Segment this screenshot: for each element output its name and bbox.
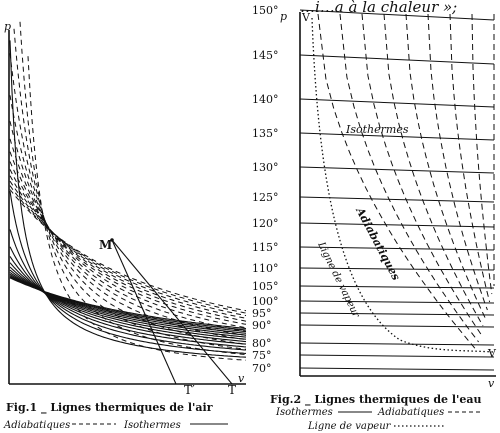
fig2-temperature-label: 75° [252,349,272,362]
fig2-isotherm-line [299,196,495,203]
fig2-isotherm-line [299,222,495,228]
fig1-legend-isothermes: Isothermes [123,420,181,431]
fig1-adiabat-curve [9,151,247,329]
fig2-isotherm-line [299,300,495,304]
fig2-temperature-label: 70° [252,362,272,375]
fig2-legend-adiabatiques: Adiabatiques [377,407,444,418]
fig2-adiabat-curve [317,13,477,351]
fig2-temperature-scale: 150° 145° 140° 135° 130° 125° 120° 115° 110° 105°… [252,4,279,375]
fig2-temperature-label: 125° [252,191,279,204]
fig1-label-t-prime: T′ [184,383,195,397]
fig1-isotherm-curve [9,246,247,348]
fig1-adiabat-curve [13,28,247,350]
fig2-isotherm-line [299,367,495,371]
fig1-isotherm-curve [9,40,247,358]
fig2-temperature-label: 105° [252,280,279,293]
fig1-point-m [110,238,114,242]
fig1-adiabat-curve [9,180,247,317]
fig2-isotherm-line [299,312,495,316]
fig2-label-v-top: V [301,11,311,24]
fig2-temperature-label: 145° [252,49,279,62]
fig2-isotherm-line [299,132,495,141]
fig2-adiabats [317,13,495,351]
fig2-isotherm-line [299,246,495,251]
fig2-temperature-label: 140° [252,93,279,106]
fig2-isotherm-line [299,342,495,346]
fig2-temperature-label: 100° [252,295,279,308]
fig2-isotherm-line [299,354,495,358]
fig1-adiabat-curve [9,185,247,314]
fig2-adiabat-curve [471,13,493,295]
fig1-line-m-t-prime [111,239,177,385]
fig2-temperature-label: 90° [252,319,272,332]
fig1-legend-adiabatiques: Adiabatiques [3,420,70,431]
fig2-label-isothermes: Isothermes [345,123,409,136]
fig2-temperature-label: 130° [252,161,279,174]
fig1-isotherm-curve [9,229,247,351]
fig1-adiabat-curve [9,95,247,341]
fig1-adiabat-curve [9,161,247,325]
fig1-label-t: T [228,383,236,397]
fig2-adiabat-curve [449,13,491,303]
fig1-isotherms [9,40,247,358]
fig2-axis-p: p [280,10,287,23]
fig2-temperature-label: 115° [252,241,279,254]
fig1-isotherm-curve [9,275,247,333]
fig1-axis-p: p [4,20,11,33]
fig1-adiabat-curve [9,121,247,336]
fig1-adiabats [9,21,247,361]
fig1-isotherm-curve [9,277,247,330]
fig2-label-adiabatiques: Adiabatiques [353,204,403,282]
fig1-adiabat-curve [9,175,247,319]
fig2-temperature-label: 135° [252,127,279,140]
fig2-isotherm-line [299,166,495,174]
fig2-adiabat-curve [361,13,482,335]
fig1-caption: Fig.1 _ Lignes thermiques de l'air [6,401,213,415]
fig2-isotherm-line [299,267,495,271]
fig2-temperature-label: 110° [252,262,279,275]
fig2-label-v-right: V [487,347,497,360]
fig2-legend-isothermes: Isothermes [275,407,333,418]
fig1-adiabat-curve [9,53,247,345]
fig1-adiabat-curve [9,169,247,322]
fig1-line-m-t [111,239,233,385]
fig2-label-ligne-vapeur: Ligne de vapeur [315,240,362,321]
fig2-adiabat-curve [427,13,488,311]
fig2-isotherm-line [299,324,495,328]
fig2-isotherm-line [299,54,495,65]
fig2-isotherm-line [299,98,495,108]
fig1-diagram: p v M T′ T Fig.1 _ Lignes thermiques de … [3,20,247,431]
fig2-legend-ligne-vapeur: Ligne de vapeur [307,421,392,432]
fig2-isotherm-line [299,285,495,289]
fig2-temperature-label: 150° [252,4,279,17]
fig1-axis-v: v [238,372,245,385]
fig2-isotherm-line [299,9,495,21]
fig2-caption: Fig.2 _ Lignes thermiques de l'eau [270,393,482,407]
fig2-axis-v: v [488,377,495,390]
fig2-adiabat-curve [383,13,484,327]
fig1-label-m: M [99,238,112,252]
fig2-adiabat-curve [405,13,486,319]
fig2-isotherms [299,9,495,371]
fig2-adiabat-curve [339,13,479,343]
fig2-temperature-label: 120° [252,217,279,230]
fig2-temperature-label: 95° [252,307,272,320]
fig1-adiabat-curve [19,21,247,356]
fig2-temperature-label: 80° [252,337,272,350]
fig2-vapour-line [311,17,495,353]
fig2-diagram: p v V V 150° 145° 140° 135° 130° 125° 120° 115°… [252,4,497,432]
